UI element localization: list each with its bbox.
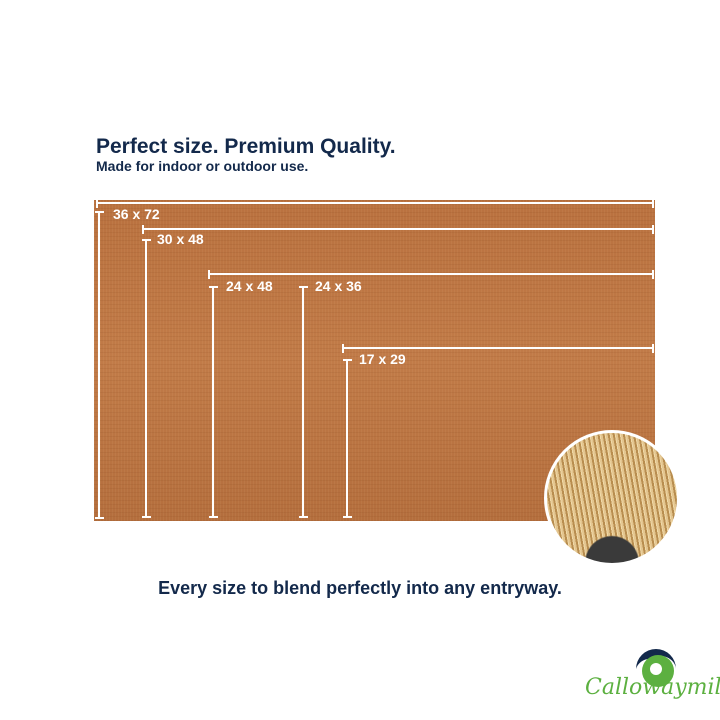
brand-wordmark: Callowaymills (585, 675, 720, 700)
guide-17x29 (342, 344, 654, 518)
guide-36x72 (95, 199, 654, 519)
subheadline: Made for indoor or outdoor use. (96, 158, 309, 174)
tagline: Every size to blend perfectly into any e… (158, 578, 562, 598)
brand-logo-icon (636, 649, 676, 687)
size-label-36x72: 36 x 72 (113, 206, 160, 222)
size-label-17x29: 17 x 29 (359, 351, 406, 367)
guide-30x48 (142, 225, 654, 518)
coir-fiber-closeup (544, 430, 680, 566)
headline: Perfect size. Premium Quality. (96, 135, 396, 158)
guide-24x48 (208, 270, 654, 518)
size-label-24x36: 24 x 36 (315, 278, 362, 294)
guide-24x36 (299, 286, 308, 518)
size-label-24x48: 24 x 48 (226, 278, 273, 294)
size-label-30x48: 30 x 48 (157, 231, 204, 247)
